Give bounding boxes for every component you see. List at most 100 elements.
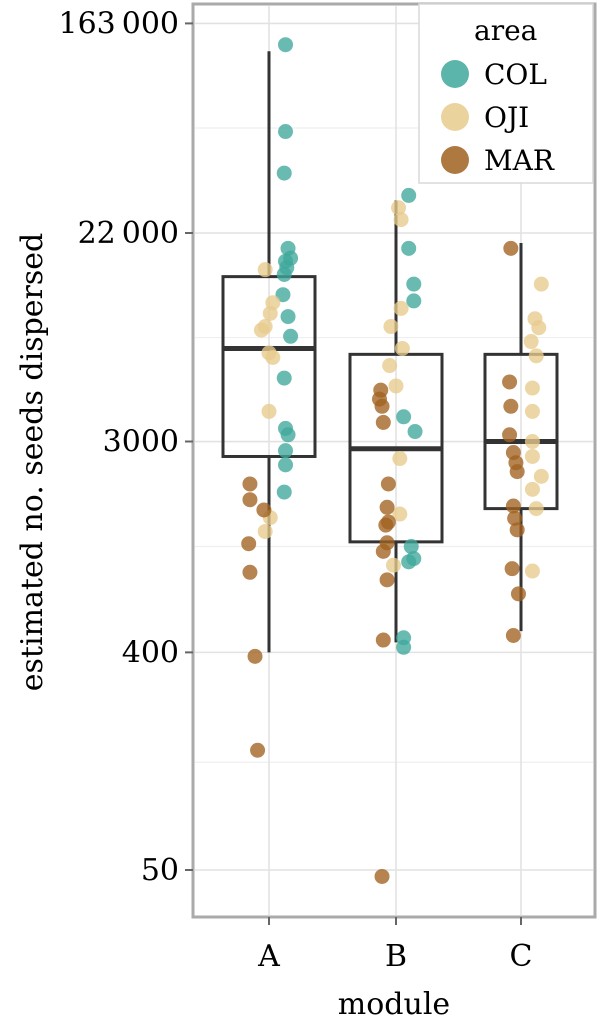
x-axis-ticks: A B C xyxy=(257,917,532,974)
legend-swatch xyxy=(441,103,469,131)
data-point xyxy=(533,468,549,484)
data-point xyxy=(241,536,257,552)
data-point xyxy=(261,403,277,419)
data-point xyxy=(528,348,544,364)
x-tick-label: A xyxy=(257,939,280,974)
data-point xyxy=(393,212,409,228)
data-point xyxy=(528,501,544,517)
y-tick-label: 22 000 xyxy=(78,216,179,251)
data-point xyxy=(531,320,547,336)
data-point xyxy=(374,398,390,414)
data-point xyxy=(257,523,273,539)
legend-label: COL xyxy=(484,58,547,91)
data-point xyxy=(503,398,519,414)
x-tick-label: B xyxy=(385,939,407,974)
legend-label: OJI xyxy=(484,101,529,134)
data-point xyxy=(379,499,395,515)
y-tick-label: 163 000 xyxy=(58,6,179,41)
data-point xyxy=(250,742,266,758)
data-point xyxy=(276,266,292,282)
box-iqr xyxy=(221,275,317,458)
data-point xyxy=(375,632,391,648)
data-point xyxy=(407,424,423,440)
legend-label: MAR xyxy=(484,144,555,177)
data-point xyxy=(242,476,258,492)
legend-swatch xyxy=(441,146,469,174)
data-point xyxy=(383,319,399,335)
data-point xyxy=(524,563,540,579)
x-tick-label: C xyxy=(510,939,533,974)
data-point xyxy=(401,554,417,570)
data-point xyxy=(505,628,521,644)
data-point xyxy=(502,374,518,390)
data-point xyxy=(247,648,263,664)
data-point xyxy=(265,349,281,365)
data-point xyxy=(406,293,422,309)
data-point xyxy=(278,457,294,473)
data-point xyxy=(278,124,294,140)
data-point xyxy=(242,564,258,580)
data-point xyxy=(406,276,422,292)
data-point xyxy=(505,498,521,514)
data-point xyxy=(509,522,525,538)
data-point xyxy=(524,481,540,497)
data-point xyxy=(276,370,292,386)
data-point xyxy=(262,305,278,321)
data-point xyxy=(524,403,540,419)
legend-swatch xyxy=(441,60,469,88)
data-point xyxy=(396,409,412,425)
data-point xyxy=(253,322,269,338)
data-point xyxy=(380,476,396,492)
y-axis-title: estimated no. seeds dispersed xyxy=(15,233,50,692)
data-point xyxy=(375,414,391,430)
data-point xyxy=(392,506,408,522)
data-point xyxy=(375,543,391,559)
data-point xyxy=(382,358,398,374)
data-point xyxy=(503,240,519,256)
x-axis-title: module xyxy=(338,987,450,1022)
data-point xyxy=(509,464,525,480)
data-point xyxy=(533,276,549,292)
data-point xyxy=(388,378,404,394)
data-point xyxy=(276,484,292,500)
data-point xyxy=(524,434,540,450)
data-point xyxy=(276,165,292,181)
y-tick-label: 50 xyxy=(141,853,179,888)
data-point xyxy=(379,572,395,588)
data-point xyxy=(393,300,409,316)
data-point xyxy=(403,539,419,555)
data-point xyxy=(257,262,273,278)
data-point xyxy=(278,443,294,459)
y-axis-ticks: 50 400 3000 22 000 163 000 xyxy=(58,6,193,888)
data-point xyxy=(502,427,518,443)
data-point xyxy=(510,586,526,602)
point-layer xyxy=(241,37,549,884)
data-point xyxy=(394,340,410,356)
data-point xyxy=(280,309,296,325)
data-point xyxy=(242,492,258,508)
data-point xyxy=(504,561,520,577)
data-point xyxy=(392,451,408,467)
y-tick-label: 400 xyxy=(122,635,179,670)
data-point xyxy=(523,334,539,350)
data-point xyxy=(256,502,272,518)
data-point xyxy=(283,328,299,344)
data-point xyxy=(396,639,412,655)
data-point xyxy=(385,557,401,573)
legend: area COL OJI MAR xyxy=(418,3,594,184)
data-point xyxy=(507,510,523,526)
data-point xyxy=(524,448,540,464)
data-point xyxy=(275,287,291,303)
data-point xyxy=(278,37,294,53)
data-point xyxy=(374,868,390,884)
data-point xyxy=(401,187,417,203)
data-point xyxy=(524,380,540,396)
data-point xyxy=(391,200,407,216)
legend-title: area xyxy=(474,14,537,47)
box-iqr xyxy=(483,352,559,511)
data-point xyxy=(401,240,417,256)
data-point xyxy=(280,427,296,443)
data-point xyxy=(378,517,394,533)
y-tick-label: 3000 xyxy=(103,425,179,460)
